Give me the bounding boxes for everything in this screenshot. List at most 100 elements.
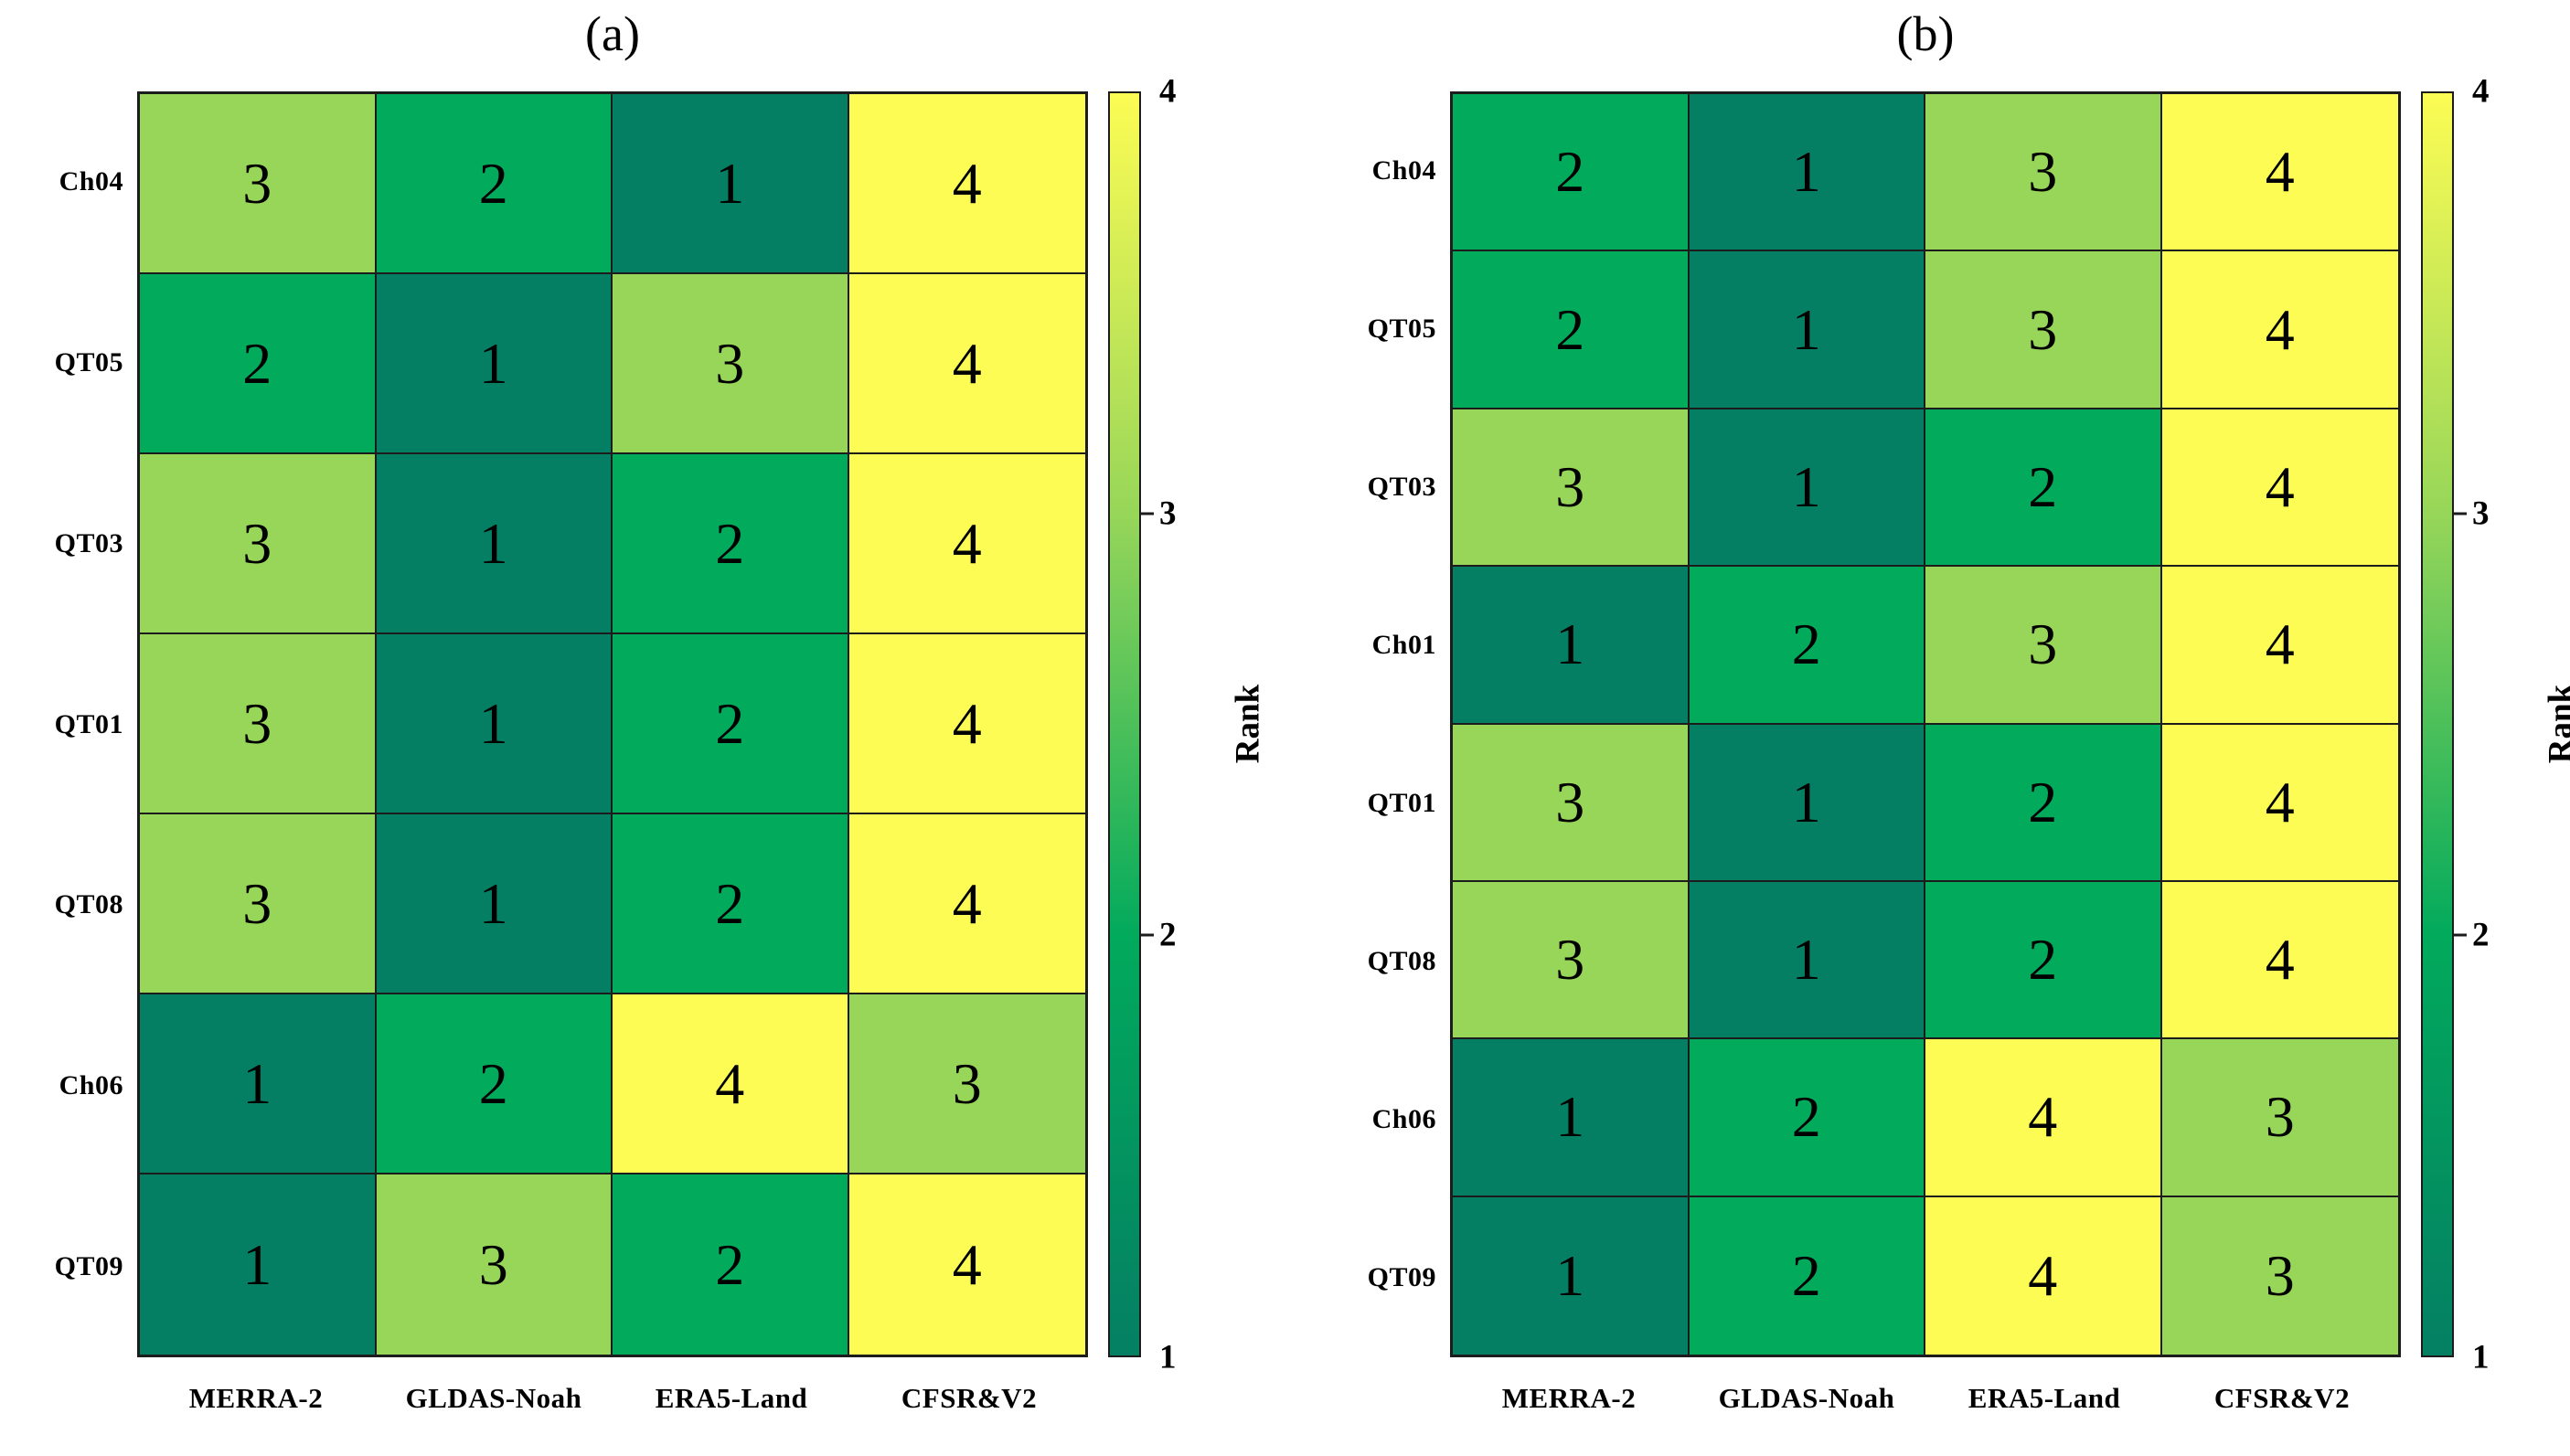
heatmap-cell: 4: [1925, 1196, 2162, 1355]
heatmap-cell: 2: [1453, 94, 1690, 252]
heatmap-cell: 4: [848, 634, 1085, 814]
heatmap-cell: 1: [1453, 1039, 1690, 1197]
row-label-QT01: QT01: [1367, 788, 1436, 819]
row-label-QT05: QT05: [1367, 313, 1436, 344]
heatmap-cell: 3: [140, 814, 377, 994]
colorbar-axis-label: Rank: [2542, 684, 2570, 764]
colorbar-a: 4 3 2 1: [1108, 75, 1177, 1375]
heatmap-cell: 1: [1689, 409, 1925, 568]
heatmap-cell: 1: [1689, 94, 1925, 252]
row-label-Ch04: Ch04: [1371, 154, 1436, 186]
colorbar-tick-mark: [2452, 933, 2467, 937]
heatmap-cell: 1: [376, 274, 613, 454]
heatmap-cell: 2: [613, 454, 849, 634]
heatmap-cell: 2: [1925, 409, 2162, 568]
heatmap-cell: 4: [2161, 881, 2398, 1040]
heatmap-cell: 2: [613, 634, 849, 814]
colorbar-tick-label: 2: [2472, 916, 2490, 954]
row-label-QT05: QT05: [54, 346, 123, 377]
heatmap-cell: 1: [140, 994, 377, 1174]
heatmap-cell: 2: [1453, 251, 1690, 409]
panel-title-a: (a): [585, 6, 640, 61]
heatmap-cell: 4: [848, 814, 1085, 994]
heatmap-cell: 1: [1689, 251, 1925, 409]
heatmap-cell: 3: [376, 1174, 613, 1355]
heatmap-cell: 4: [2161, 251, 2398, 409]
heatmap-cell: 2: [613, 814, 849, 994]
row-label-Ch01: Ch01: [1371, 629, 1436, 660]
colorbar-tick-mark: [1139, 512, 1154, 515]
row-label-Ch04: Ch04: [59, 165, 123, 197]
row-label-QT09: QT09: [54, 1251, 123, 1282]
heatmap-cell: 2: [1689, 567, 1925, 725]
heatmap-cell: 1: [1689, 724, 1925, 882]
heatmap-cell: 1: [376, 814, 613, 994]
colorbar-gradient: [1108, 91, 1141, 1357]
heatmap-cell: 4: [1925, 1039, 2162, 1197]
col-label-4: CFSR&V2: [2213, 1382, 2351, 1414]
colorbar-tick-label: 1: [2472, 1338, 2490, 1376]
heatmap-cell: 3: [1925, 94, 2162, 252]
heatmap-cell: 2: [613, 1174, 849, 1355]
heatmap-cell: 3: [1925, 251, 2162, 409]
heatmap-cell: 4: [848, 94, 1085, 274]
panel-title-b: (b): [1896, 6, 1955, 61]
heatmap-cell: 4: [613, 994, 849, 1174]
heatmap-cell: 4: [2161, 567, 2398, 725]
colorbar-tick-label: 1: [1159, 1338, 1177, 1376]
colorbar-tick-label: 3: [1159, 494, 1177, 533]
heatmap-cell: 1: [1689, 881, 1925, 1040]
heatmap-cell: 2: [1925, 881, 2162, 1040]
heatmap-cell: 3: [2161, 1039, 2398, 1197]
row-label-Ch06: Ch06: [59, 1070, 123, 1101]
colorbar-axis-label: Rank: [1229, 684, 1267, 764]
heatmap-cell: 1: [1453, 567, 1690, 725]
heatmap-cell: 3: [1453, 409, 1690, 568]
row-label-QT08: QT08: [1367, 946, 1436, 977]
row-label-QT08: QT08: [54, 889, 123, 920]
heatmap-cell: 3: [140, 94, 377, 274]
panel-a: (a) 3 2 1 4 2 1 3 4 3 1 2 4 3 1 2 4 3 1 2 4 1 2 4 3 1 3 2 4 Ch04 QT05 Q…: [54, 6, 1267, 1414]
col-label-1: MERRA-2: [188, 1382, 324, 1414]
heatmap-cell: 4: [2161, 409, 2398, 568]
row-label-QT03: QT03: [54, 527, 123, 558]
heatmap-cell: 3: [2161, 1196, 2398, 1355]
heatmap-cell: 3: [1925, 567, 2162, 725]
heatmap-cell: 2: [376, 994, 613, 1174]
heatmap-cell: 3: [1453, 724, 1690, 882]
heatmap-cell: 3: [1453, 881, 1690, 1040]
row-label-Ch06: Ch06: [1371, 1104, 1436, 1135]
heatmap-cell: 2: [1689, 1196, 1925, 1355]
heatmap-cell: 2: [140, 274, 377, 454]
colorbar-gradient: [2421, 91, 2454, 1357]
heatmap-cell: 3: [140, 454, 377, 634]
heatmap-cell: 4: [848, 274, 1085, 454]
col-label-4: CFSR&V2: [901, 1382, 1038, 1414]
col-label-1: MERRA-2: [1501, 1382, 1637, 1414]
heatmap-cell: 3: [848, 994, 1085, 1174]
heatmap-cell: 4: [2161, 724, 2398, 882]
heatmap-cell: 3: [613, 274, 849, 454]
colorbar-tick-mark: [2452, 512, 2467, 515]
row-label-QT09: QT09: [1367, 1262, 1436, 1293]
heatmap-cell: 4: [2161, 94, 2398, 252]
heatmap-cell: 4: [848, 454, 1085, 634]
colorbar-b: 4 3 2 1: [2421, 75, 2490, 1375]
heatmap-cell: 2: [376, 94, 613, 274]
col-label-3: ERA5-Land: [655, 1382, 808, 1414]
heatmap-cell: 1: [1453, 1196, 1690, 1355]
colorbar-tick-label: 2: [1159, 916, 1177, 954]
col-label-2: GLDAS-Noah: [1718, 1382, 1895, 1414]
row-label-QT03: QT03: [1367, 471, 1436, 502]
panel-b: (b) 2 1 3 4 2 1 3 4 3 1 2 4 1 2 3 4 3 1 2 4 3 1 2 4 1 2 4 3 1 2 4 3 Ch04 Q…: [1285, 0, 2570, 1456]
row-label-QT01: QT01: [54, 708, 123, 739]
heatmap-cell: 1: [376, 634, 613, 814]
col-label-2: GLDAS-Noah: [405, 1382, 582, 1414]
colorbar-tick-mark: [1139, 933, 1154, 937]
colorbar-tick-label: 4: [1159, 72, 1177, 111]
col-label-3: ERA5-Land: [1967, 1382, 2121, 1414]
heatmap-cell: 1: [376, 454, 613, 634]
